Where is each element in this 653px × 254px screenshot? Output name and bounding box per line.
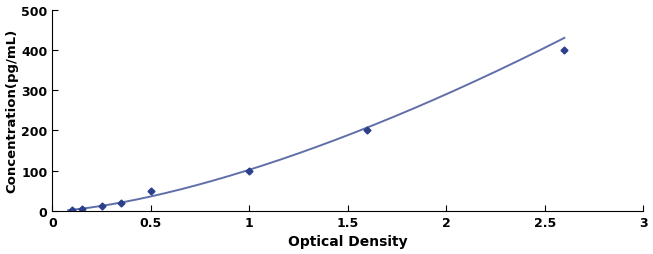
- X-axis label: Optical Density: Optical Density: [288, 234, 407, 248]
- Y-axis label: Concentration(pg/mL): Concentration(pg/mL): [6, 29, 18, 193]
